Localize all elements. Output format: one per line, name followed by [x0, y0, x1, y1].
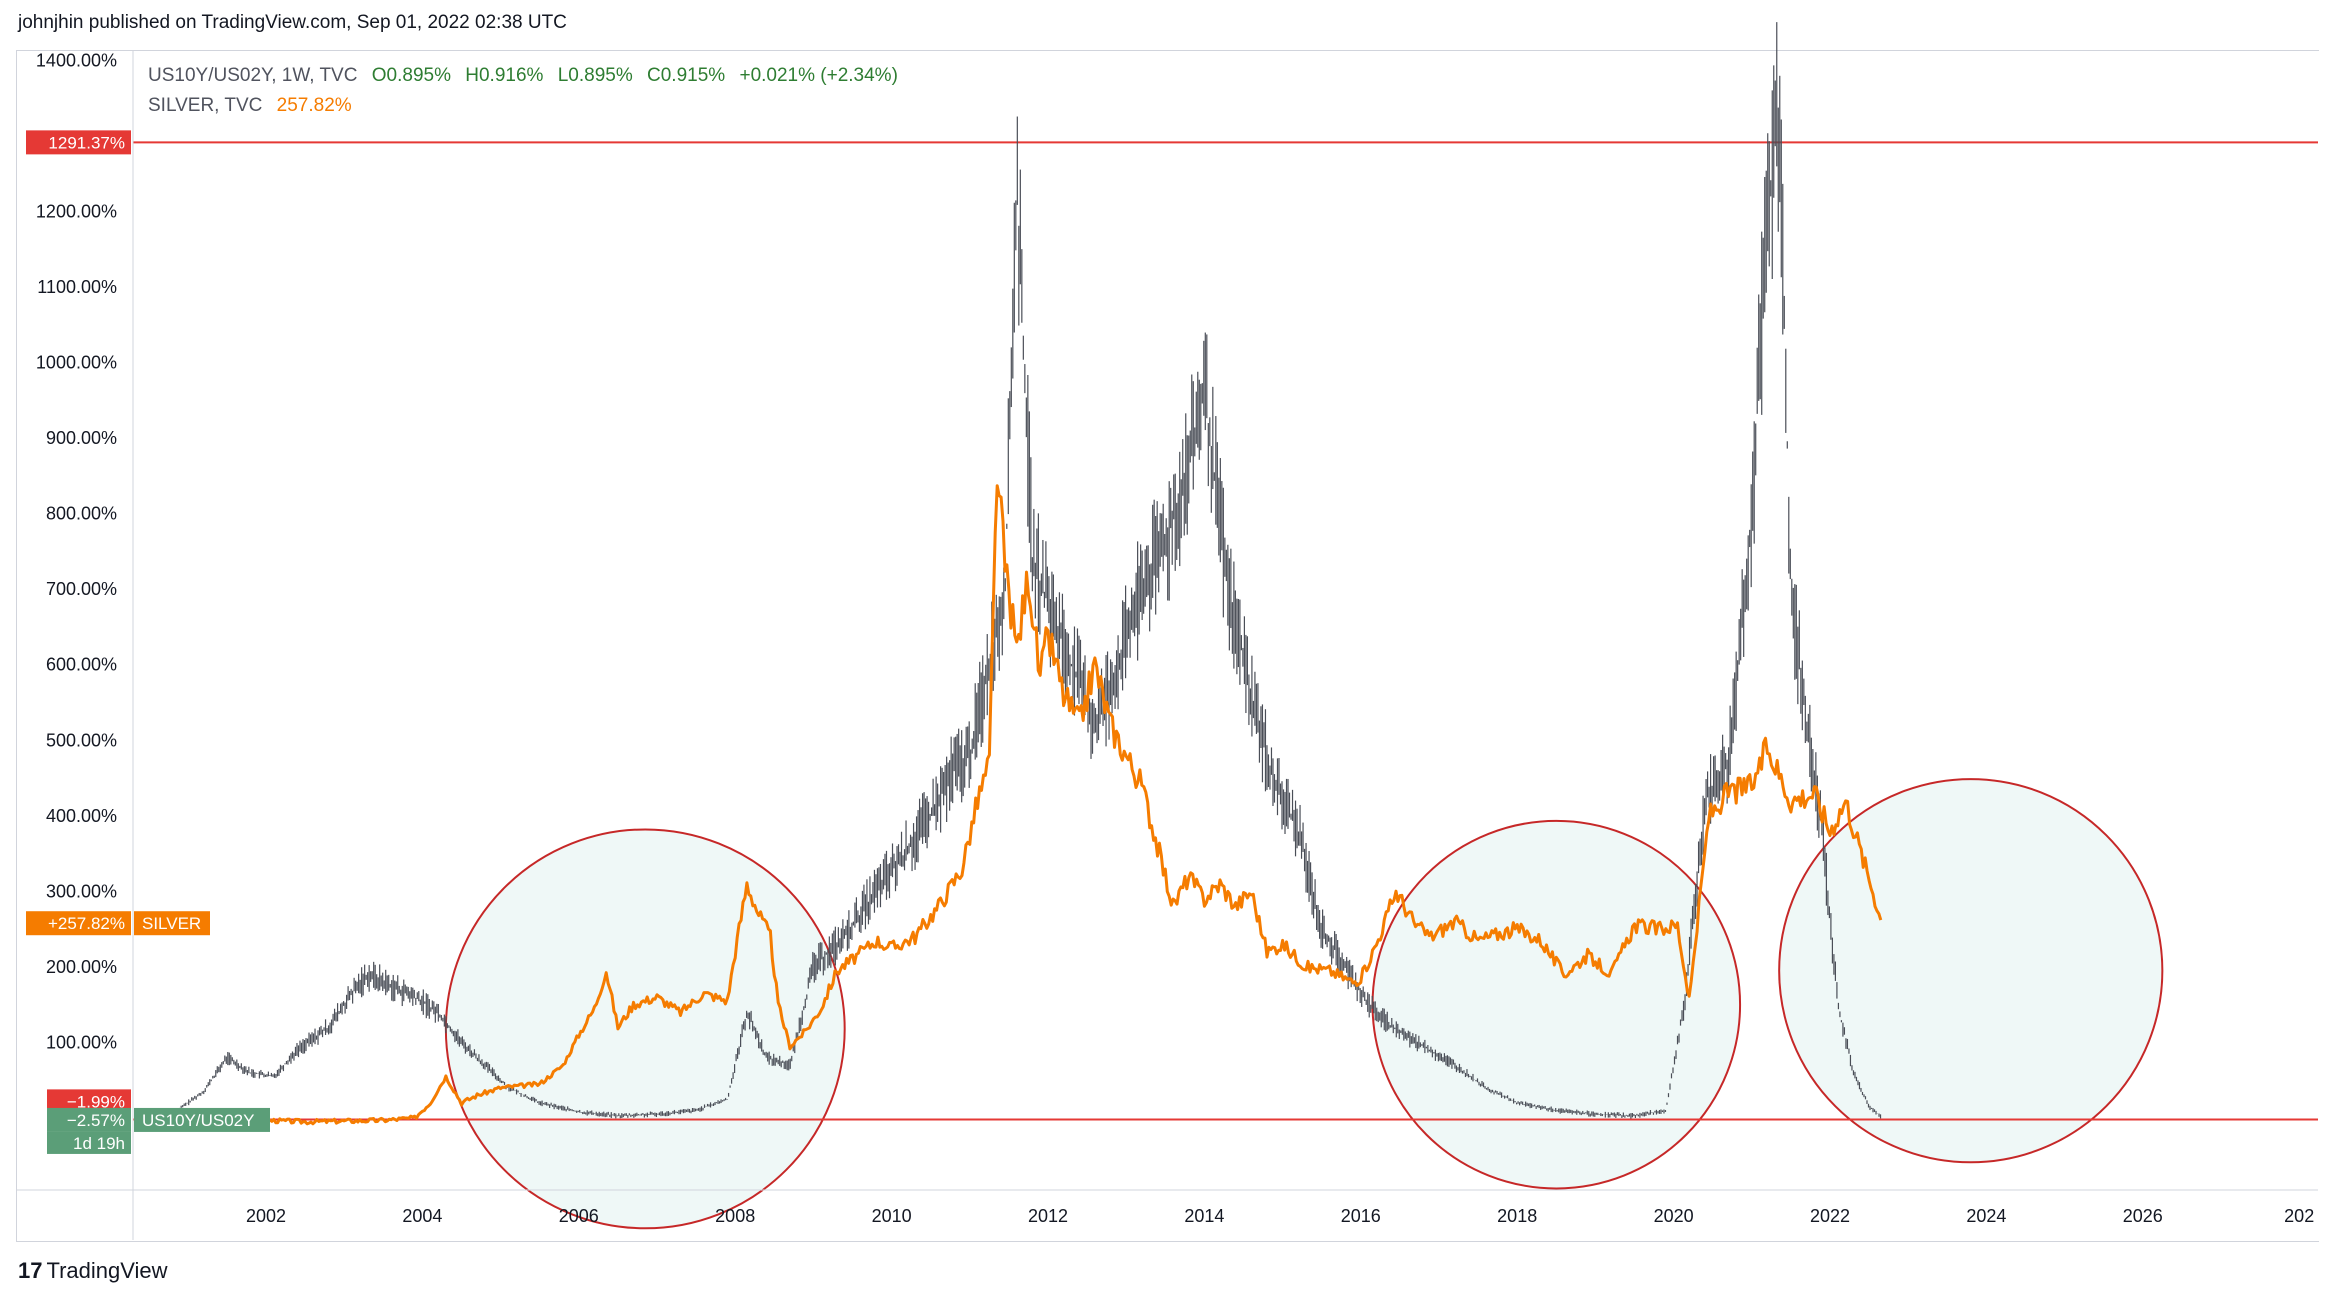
- tradingview-footer[interactable]: 17 TradingView: [18, 1258, 168, 1284]
- y-tick-label: 1000.00%: [36, 353, 117, 373]
- annotation-circles: [444, 778, 2164, 1230]
- x-tick-label: 2004: [402, 1206, 442, 1226]
- legend-ratio-change: +0.021% (+2.34%): [739, 65, 898, 86]
- legend-line-ratio: US10Y/US02Y, 1W, TVC O0.895% H0.916% L0.…: [148, 61, 907, 91]
- x-tick-label: 2014: [1184, 1206, 1224, 1226]
- x-tick-label: 2010: [872, 1206, 912, 1226]
- y-tick-label: 600.00%: [46, 655, 117, 675]
- chart-legend: US10Y/US02Y, 1W, TVC O0.895% H0.916% L0.…: [148, 61, 907, 121]
- x-tick-label: 202: [2284, 1206, 2314, 1226]
- y-tick-label: 1100.00%: [37, 277, 117, 297]
- silver-value-tag-bg: [26, 911, 131, 936]
- y-tick-label: 400.00%: [46, 806, 117, 826]
- y-tick-label: 700.00%: [46, 579, 117, 599]
- ratio-time-tag: 1d 19h: [73, 1134, 125, 1153]
- hline-top-tag-bg: [26, 130, 131, 155]
- y-tick-label: 800.00%: [46, 504, 117, 524]
- ratio-time-tag-bg: [47, 1131, 131, 1154]
- y-tick-label: 500.00%: [46, 730, 117, 750]
- x-tick-label: 2022: [1810, 1206, 1850, 1226]
- x-tick-label: 2012: [1028, 1206, 1068, 1226]
- silver-line: [175, 484, 1883, 1126]
- ratio-name-tag: US10Y/US02Y: [142, 1111, 254, 1130]
- ratio-value-tag-bg: [47, 1107, 131, 1132]
- silver-name-tag: SILVER: [142, 914, 201, 933]
- silver-name-tag-bg: [134, 911, 210, 936]
- x-tick-label: 2016: [1341, 1206, 1381, 1226]
- x-axis: 2002 2004 2006 2008 2010 2012 2014 2016 2018 2020…: [16, 50, 2318, 1240]
- chart-frame: [16, 50, 2319, 1242]
- y-tick-label: 1200.00%: [36, 201, 117, 221]
- legend-ratio-low: L0.895%: [557, 65, 633, 86]
- publisher-header: johnjhin published on TradingView.com, S…: [18, 12, 567, 33]
- y-tick-label: 900.00%: [46, 428, 117, 448]
- y-axis: 1400.00% 1200.00% 1100.00% 1000.00% 900.00% 8…: [36, 50, 117, 1052]
- legend-ratio-close: C0.915%: [647, 65, 726, 86]
- x-tick-label: 2006: [559, 1206, 599, 1226]
- y-tick-label: 300.00%: [46, 881, 117, 901]
- legend-ratio-open: O0.895%: [371, 65, 451, 86]
- silver-value-tag: +257.82%: [48, 914, 125, 933]
- x-tick-label: 2024: [1966, 1206, 2006, 1226]
- horizontal-lines: [133, 141, 2318, 1121]
- legend-line-silver: SILVER, TVC 257.82%: [148, 91, 907, 121]
- x-tick-label: 2020: [1654, 1206, 1694, 1226]
- x-tick-label: 2018: [1497, 1206, 1537, 1226]
- tradingview-brand: TradingView: [46, 1258, 168, 1283]
- annotation-circle: [1778, 778, 2164, 1164]
- legend-silver-symbol: SILVER, TVC: [148, 95, 263, 116]
- silver-series: [175, 484, 1883, 1126]
- hline-bottom-tag: −1.99%: [67, 1092, 125, 1111]
- ratio-name-tag-bg: [134, 1107, 270, 1132]
- y-tick-label: 1400.00%: [36, 50, 117, 70]
- y-tick-label: 100.00%: [46, 1032, 117, 1052]
- legend-ratio-high: H0.916%: [465, 65, 544, 86]
- legend-ratio-symbol: US10Y/US02Y, 1W, TVC: [148, 65, 358, 86]
- x-tick-label: 2008: [715, 1206, 755, 1226]
- legend-silver-value: 257.82%: [276, 95, 352, 116]
- price-tags: 1291.37% +257.82% SILVER −1.99%−2.57% 1d 19h…: [26, 130, 270, 1154]
- tradingview-logo-icon: 17: [18, 1258, 43, 1283]
- ratio-series: [171, 22, 1882, 1119]
- x-tick-label: 2026: [2123, 1206, 2163, 1226]
- hline-top-tag: 1291.37%: [48, 133, 125, 152]
- y-tick-label: 200.00%: [46, 957, 117, 977]
- ratio-value-tag: −2.57%: [67, 1111, 125, 1130]
- x-tick-label: 2002: [246, 1206, 286, 1226]
